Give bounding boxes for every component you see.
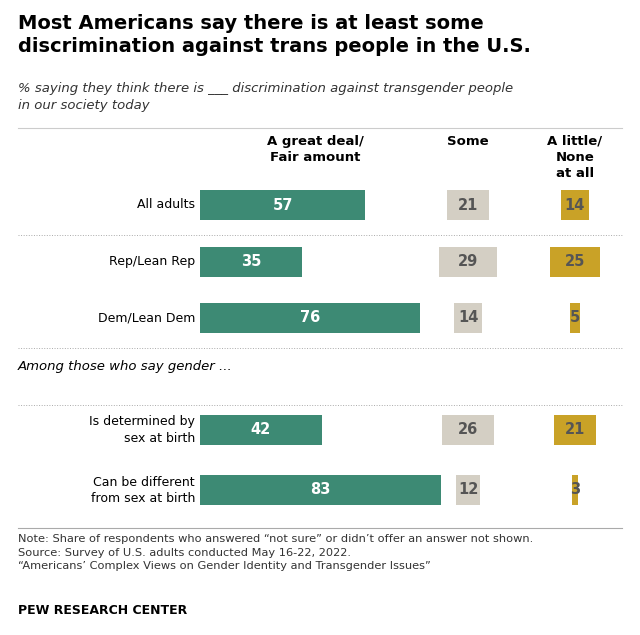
Text: 83: 83 bbox=[310, 483, 330, 497]
Bar bbox=[200, 475, 441, 505]
Text: % saying they think there is ___ discrimination against transgender people
in ou: % saying they think there is ___ discrim… bbox=[18, 82, 513, 112]
Text: 14: 14 bbox=[458, 311, 478, 326]
Text: Some: Some bbox=[447, 135, 489, 148]
Bar bbox=[550, 247, 600, 277]
Bar bbox=[200, 303, 420, 333]
Text: Dem/Lean Dem: Dem/Lean Dem bbox=[98, 312, 195, 324]
Bar bbox=[572, 475, 578, 505]
Text: Rep/Lean Rep: Rep/Lean Rep bbox=[109, 255, 195, 269]
Bar bbox=[200, 247, 301, 277]
Bar bbox=[200, 190, 365, 220]
Bar bbox=[442, 415, 494, 445]
Bar bbox=[456, 475, 480, 505]
Text: Among those who say gender ...: Among those who say gender ... bbox=[18, 360, 233, 373]
Bar bbox=[439, 247, 497, 277]
Bar bbox=[200, 415, 322, 445]
Text: Note: Share of respondents who answered “not sure” or didn’t offer an answer not: Note: Share of respondents who answered … bbox=[18, 534, 533, 572]
Text: PEW RESEARCH CENTER: PEW RESEARCH CENTER bbox=[18, 603, 188, 617]
Text: A little/
None
at all: A little/ None at all bbox=[547, 135, 603, 180]
Text: 21: 21 bbox=[458, 197, 478, 213]
Text: 76: 76 bbox=[300, 311, 321, 326]
Text: 35: 35 bbox=[241, 255, 261, 269]
Text: Can be different
from sex at birth: Can be different from sex at birth bbox=[91, 476, 195, 504]
Text: Is determined by
sex at birth: Is determined by sex at birth bbox=[89, 415, 195, 444]
Text: 42: 42 bbox=[251, 422, 271, 438]
Text: All adults: All adults bbox=[137, 199, 195, 211]
Bar bbox=[447, 190, 489, 220]
Text: Most Americans say there is at least some
discrimination against trans people in: Most Americans say there is at least som… bbox=[18, 14, 531, 56]
Text: 25: 25 bbox=[565, 255, 585, 269]
Text: 29: 29 bbox=[458, 255, 478, 269]
Text: 57: 57 bbox=[273, 197, 293, 213]
Text: A great deal/
Fair amount: A great deal/ Fair amount bbox=[267, 135, 364, 164]
Text: 26: 26 bbox=[458, 422, 478, 438]
Text: 3: 3 bbox=[570, 483, 580, 497]
Text: 14: 14 bbox=[565, 197, 585, 213]
Text: 12: 12 bbox=[458, 483, 478, 497]
Text: 5: 5 bbox=[570, 311, 580, 326]
Bar bbox=[561, 190, 589, 220]
Text: 21: 21 bbox=[565, 422, 585, 438]
Bar bbox=[554, 415, 596, 445]
Bar bbox=[570, 303, 580, 333]
Bar bbox=[454, 303, 482, 333]
